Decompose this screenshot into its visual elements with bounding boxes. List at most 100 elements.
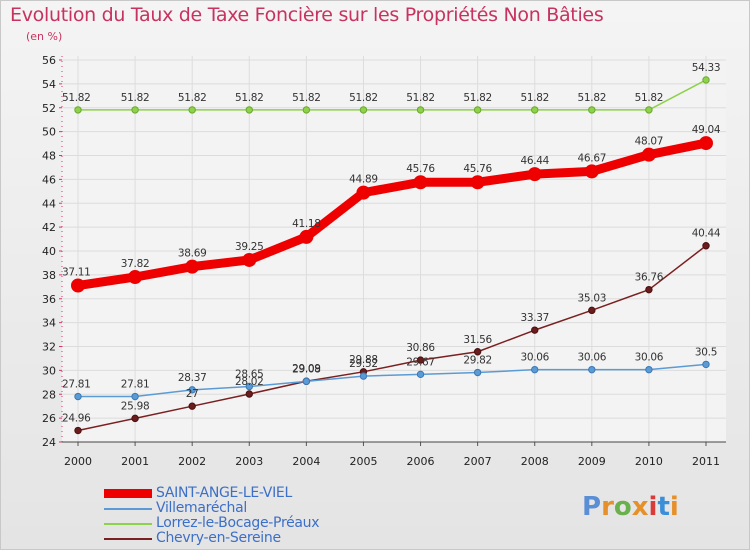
data-point [185, 259, 200, 274]
legend-swatch [104, 523, 152, 525]
data-label: 30.06 [578, 352, 607, 364]
y-tick-label: 52 [42, 102, 56, 115]
data-label: 35.03 [578, 292, 607, 304]
data-point [359, 106, 368, 114]
proxiti-logo: Proxiti [582, 492, 679, 522]
data-label: 51.82 [235, 92, 264, 104]
data-point [74, 426, 82, 435]
logo-letter: x [631, 492, 649, 522]
data-label: 30.06 [635, 352, 664, 364]
data-label: 25.98 [121, 400, 150, 412]
data-point [356, 185, 371, 200]
data-point [531, 106, 539, 114]
logo-letter: t [657, 492, 670, 522]
data-point [299, 229, 314, 244]
legend-label: Chevry-en-Sereine [156, 530, 281, 546]
plot-area [62, 56, 726, 442]
data-point [242, 252, 257, 267]
data-label: 51.82 [463, 92, 492, 104]
x-tick-label: 2009 [578, 455, 606, 468]
data-label: 54.33 [692, 62, 721, 74]
data-point [245, 390, 253, 398]
legend-label: Lorrez-le-Bocage-Préaux [156, 515, 320, 531]
data-point [416, 106, 425, 114]
y-tick-label: 34 [42, 317, 56, 330]
legend-label: SAINT-ANGE-LE-VIEL [156, 485, 292, 501]
legend-swatch [104, 538, 152, 540]
y-tick-label: 54 [42, 78, 56, 91]
data-point [188, 106, 196, 114]
data-label: 29.67 [406, 356, 435, 368]
logo-letter: i [669, 492, 679, 522]
data-point [527, 167, 542, 182]
data-point [245, 382, 253, 391]
data-label: 29.52 [349, 358, 378, 370]
data-label: 51.82 [62, 92, 91, 104]
data-label: 33.37 [520, 312, 549, 324]
data-label: 51.82 [635, 92, 664, 104]
logo-letter: i [648, 492, 658, 522]
data-point [645, 106, 653, 114]
data-label: 39.25 [235, 241, 264, 253]
data-label: 29.08 [292, 363, 321, 375]
x-tick-label: 2008 [521, 455, 549, 468]
data-point [131, 106, 139, 114]
x-tick-label: 2001 [121, 455, 149, 468]
data-point [416, 370, 425, 379]
data-point [245, 106, 253, 114]
data-label: 44.89 [349, 174, 378, 186]
data-point [413, 175, 428, 190]
legend-label: Villemaréchal [156, 500, 247, 516]
legend-swatch [104, 508, 152, 510]
data-label: 30.86 [406, 342, 435, 354]
y-tick-label: 50 [42, 126, 56, 139]
data-point [470, 175, 485, 190]
data-label: 37.82 [121, 258, 150, 270]
logo-letter: r [601, 492, 614, 522]
x-tick-label: 2007 [464, 455, 492, 468]
y-tick-label: 30 [42, 364, 56, 377]
data-label: 51.82 [349, 92, 378, 104]
series-line [77, 79, 707, 111]
data-point [588, 106, 596, 114]
data-label: 51.82 [520, 92, 549, 104]
data-label: 45.76 [406, 163, 435, 175]
data-label: 28.65 [235, 368, 264, 380]
series-line [77, 363, 707, 398]
data-point [702, 242, 710, 250]
data-label: 30.5 [695, 346, 717, 358]
data-label: 51.82 [292, 92, 321, 104]
data-point [641, 147, 656, 162]
data-point [531, 326, 539, 334]
data-label: 30.06 [520, 352, 549, 364]
y-tick-label: 40 [42, 245, 56, 258]
data-point [128, 270, 143, 285]
series-line [77, 244, 707, 432]
data-label: 36.76 [635, 272, 664, 284]
data-label: 51.82 [121, 92, 150, 104]
chart-title: Evolution du Taux de Taxe Foncière sur l… [10, 4, 604, 26]
x-tick-label: 2011 [692, 455, 720, 468]
data-point [74, 106, 82, 114]
data-label: 38.69 [178, 248, 207, 260]
series-line [73, 138, 711, 290]
y-tick-label: 36 [42, 293, 56, 306]
data-point [473, 348, 482, 356]
data-point [71, 278, 85, 293]
data-label: 29.09 [292, 363, 321, 375]
x-tick-label: 2005 [349, 455, 377, 468]
data-label: 45.76 [463, 163, 492, 175]
data-label: 27.81 [121, 379, 150, 391]
x-tick-label: 2010 [635, 455, 663, 468]
data-label: 46.44 [520, 155, 549, 167]
data-point [473, 106, 482, 114]
x-tick-label: 2000 [64, 455, 92, 468]
data-point [699, 136, 713, 151]
y-tick-label: 48 [42, 150, 56, 163]
data-point [131, 392, 139, 401]
data-point [416, 356, 425, 364]
data-point [702, 360, 710, 369]
logo-letter: o [613, 492, 632, 522]
y-tick-label: 26 [42, 412, 56, 425]
data-point [188, 402, 196, 410]
